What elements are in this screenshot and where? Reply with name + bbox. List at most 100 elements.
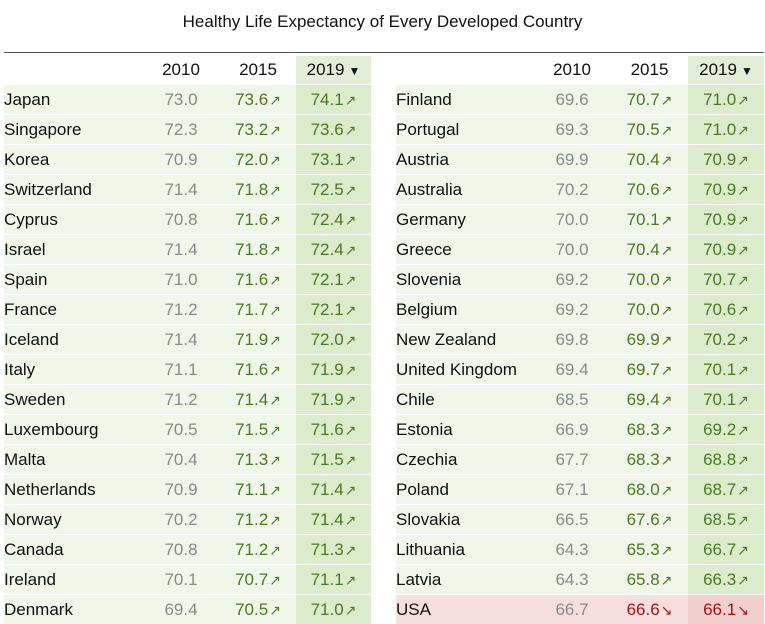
trend-up-icon: ↗: [345, 302, 357, 318]
value-2015-cell: 71.4↗: [220, 385, 296, 415]
value-2019: 70.1: [703, 390, 736, 409]
value-2019-cell: 66.1↘: [688, 595, 764, 624]
trend-up-icon: ↗: [661, 122, 673, 138]
value-2010: 69.3: [533, 115, 611, 145]
trend-up-icon: ↗: [737, 242, 749, 258]
country-name: Israel: [4, 235, 142, 265]
value-2010: 70.2: [533, 175, 611, 205]
value-2015: 70.6: [627, 180, 660, 199]
value-2010: 70.2: [142, 505, 220, 535]
value-2010: 66.5: [533, 505, 611, 535]
value-2019-cell: 73.6↗: [296, 115, 371, 145]
value-2015: 70.1: [627, 210, 660, 229]
trend-up-icon: ↗: [661, 542, 673, 558]
value-2019: 70.6: [703, 300, 736, 319]
value-2010: 66.7: [533, 595, 611, 624]
value-2019-cell: 72.0↗: [296, 325, 371, 355]
value-2010: 67.1: [533, 475, 611, 505]
trend-up-icon: ↗: [269, 242, 281, 258]
trend-up-icon: ↗: [737, 122, 749, 138]
value-2019: 72.4: [311, 210, 344, 229]
value-2015-cell: 67.6↗: [611, 505, 688, 535]
country-name: Portugal: [396, 115, 533, 145]
value-2015-cell: 71.7↗: [220, 295, 296, 325]
value-2015: 70.4: [627, 240, 660, 259]
left-header-2015[interactable]: 2015: [220, 56, 296, 85]
value-2015-cell: 70.4↗: [611, 235, 688, 265]
value-2010: 69.9: [533, 145, 611, 175]
value-2015: 71.6: [235, 360, 268, 379]
value-2010: 73.0: [142, 85, 220, 115]
left-header-2019[interactable]: 2019▼: [296, 56, 371, 85]
trend-up-icon: ↗: [661, 422, 673, 438]
value-2019-cell: 71.0↗: [688, 85, 764, 115]
value-2019-cell: 71.0↗: [688, 115, 764, 145]
right-header-2019[interactable]: 2019▼: [688, 56, 764, 85]
value-2019-cell: 73.1↗: [296, 145, 371, 175]
value-2019: 68.8: [703, 450, 736, 469]
value-2019-cell: 72.1↗: [296, 265, 371, 295]
left-header-2010[interactable]: 2010: [142, 56, 220, 85]
trend-up-icon: ↗: [269, 512, 281, 528]
value-2019-cell: 69.2↗: [688, 415, 764, 445]
value-2019-cell: 71.9↗: [296, 355, 371, 385]
value-2010: 69.4: [142, 595, 220, 624]
right-header-2010[interactable]: 2010: [533, 56, 611, 85]
value-2015-cell: 71.6↗: [220, 205, 296, 235]
value-2019-cell: 71.1↗: [296, 565, 371, 595]
value-2010: 67.7: [533, 445, 611, 475]
value-2019-cell: 71.4↗: [296, 505, 371, 535]
trend-up-icon: ↗: [661, 512, 673, 528]
country-name: Canada: [4, 535, 142, 565]
trend-up-icon: ↗: [345, 152, 357, 168]
value-2015-cell: 71.2↗: [220, 535, 296, 565]
value-2019: 71.9: [311, 360, 344, 379]
value-2019: 73.1: [311, 150, 344, 169]
value-2015: 68.3: [627, 420, 660, 439]
trend-up-icon: ↗: [269, 92, 281, 108]
trend-up-icon: ↗: [269, 272, 281, 288]
value-2019: 66.7: [703, 540, 736, 559]
country-name: Singapore: [4, 115, 142, 145]
trend-up-icon: ↗: [345, 182, 357, 198]
value-2015-cell: 71.2↗: [220, 505, 296, 535]
right-header-2015[interactable]: 2015: [611, 56, 688, 85]
value-2015: 70.5: [235, 600, 268, 619]
value-2015: 71.5: [235, 420, 268, 439]
value-2015: 73.6: [235, 90, 268, 109]
value-2010: 70.9: [142, 145, 220, 175]
value-2019-cell: 71.6↗: [296, 415, 371, 445]
value-2015-cell: 70.4↗: [611, 145, 688, 175]
trend-up-icon: ↗: [737, 362, 749, 378]
value-2015-cell: 73.6↗: [220, 85, 296, 115]
trend-up-icon: ↗: [661, 332, 673, 348]
value-2015: 72.0: [235, 150, 268, 169]
trend-up-icon: ↗: [661, 452, 673, 468]
trend-up-icon: ↗: [661, 572, 673, 588]
value-2015: 70.4: [627, 150, 660, 169]
value-2019: 68.5: [703, 510, 736, 529]
country-name: Iceland: [4, 325, 142, 355]
trend-up-icon: ↗: [269, 572, 281, 588]
value-2015: 71.1: [235, 480, 268, 499]
value-2015-cell: 69.7↗: [611, 355, 688, 385]
value-2015: 70.7: [627, 90, 660, 109]
trend-up-icon: ↗: [737, 332, 749, 348]
value-2019: 71.4: [311, 480, 344, 499]
country-name: Japan: [4, 85, 142, 115]
value-2019-cell: 71.9↗: [296, 385, 371, 415]
value-2015: 71.6: [235, 210, 268, 229]
country-name: Latvia: [396, 565, 533, 595]
trend-up-icon: ↗: [269, 182, 281, 198]
value-2015: 71.9: [235, 330, 268, 349]
trend-up-icon: ↗: [345, 422, 357, 438]
country-name: Greece: [396, 235, 533, 265]
